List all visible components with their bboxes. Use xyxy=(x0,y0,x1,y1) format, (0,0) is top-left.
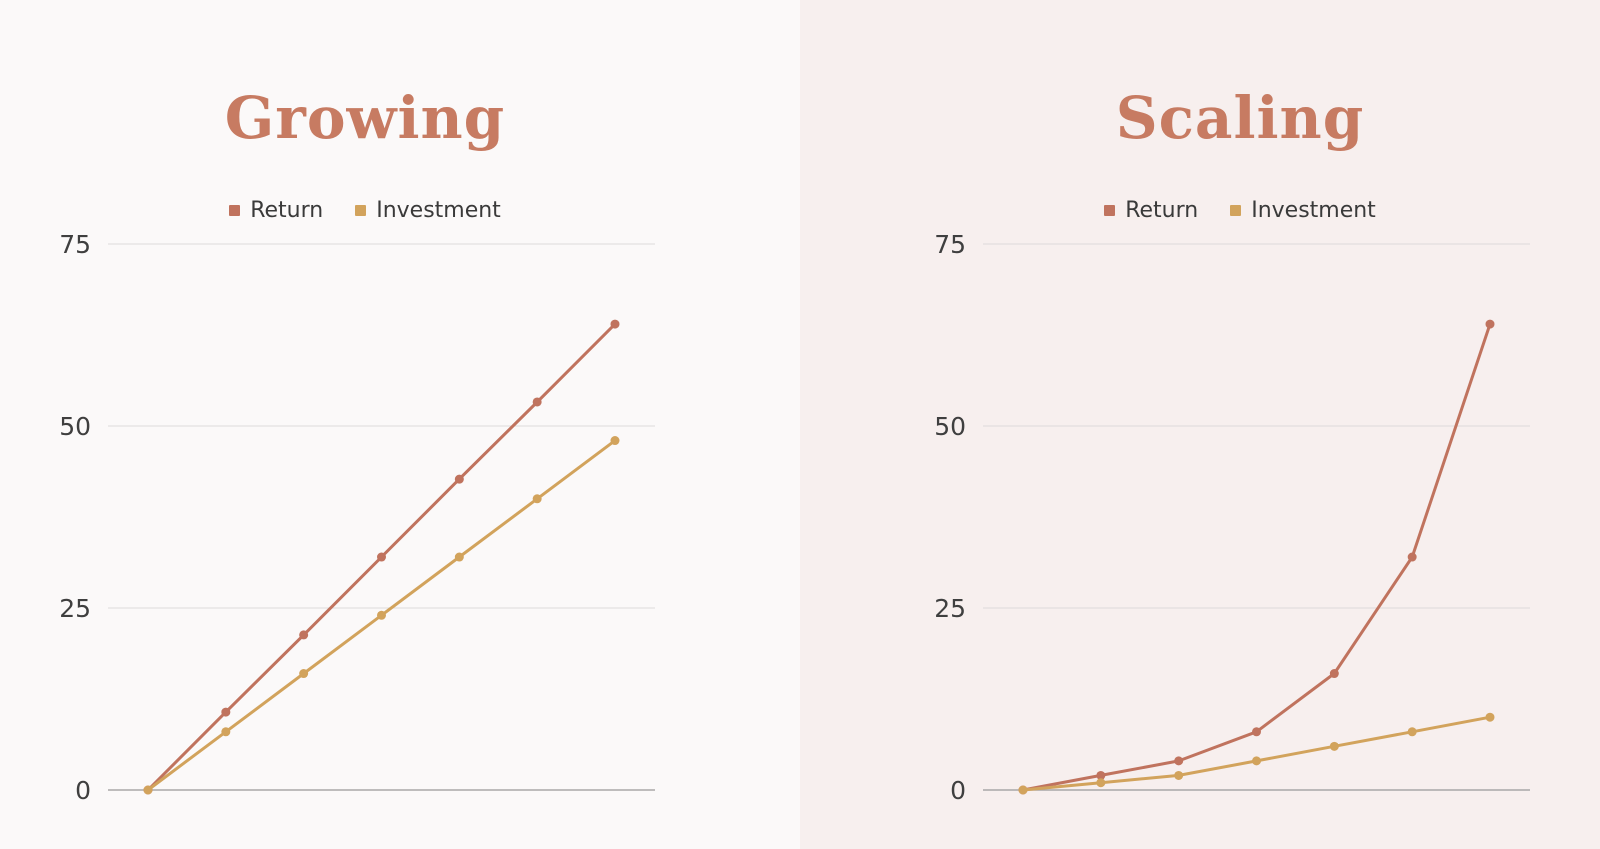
scaling-panel: Scaling Return Investment 75 50 25 0 xyxy=(800,0,1600,849)
svg-text:0: 0 xyxy=(75,776,91,805)
svg-text:75: 75 xyxy=(59,230,91,259)
growing-chart-block: Growing Return Investment 75 50 25 0 xyxy=(55,0,675,849)
investment-series-label: Investment xyxy=(376,198,501,223)
svg-text:25: 25 xyxy=(59,594,91,623)
return-series-label: Return xyxy=(1125,198,1199,223)
growing-legend: Return Investment xyxy=(55,198,675,223)
scaling-legend: Return Investment xyxy=(930,198,1550,223)
investment-series-swatch-icon xyxy=(1230,205,1242,216)
investment-series-swatch-icon xyxy=(355,205,367,216)
scaling-chart-block: Scaling Return Investment 75 50 25 0 xyxy=(930,0,1550,849)
growing-panel: Growing Return Investment 75 50 25 0 xyxy=(55,0,675,849)
legend-item-return: Return xyxy=(229,198,323,223)
svg-text:50: 50 xyxy=(934,412,966,441)
scaling-chart-title: Scaling xyxy=(1115,84,1365,152)
legend-item-return: Return xyxy=(1104,198,1198,223)
return-series-swatch-icon xyxy=(1104,205,1116,216)
return-series-label: Return xyxy=(250,198,324,223)
scaling-line-chart: 75 50 25 0 xyxy=(934,230,1530,805)
growing-line-chart: 75 50 25 0 xyxy=(59,230,655,805)
svg-text:25: 25 xyxy=(934,594,966,623)
investment-series-label: Investment xyxy=(1251,198,1376,223)
svg-text:75: 75 xyxy=(934,230,966,259)
growing-chart-title: Growing xyxy=(224,84,506,152)
svg-text:50: 50 xyxy=(59,412,91,441)
legend-item-investment: Investment xyxy=(355,198,501,223)
return-series-swatch-icon xyxy=(229,205,241,216)
svg-text:0: 0 xyxy=(950,776,966,805)
legend-item-investment: Investment xyxy=(1230,198,1376,223)
